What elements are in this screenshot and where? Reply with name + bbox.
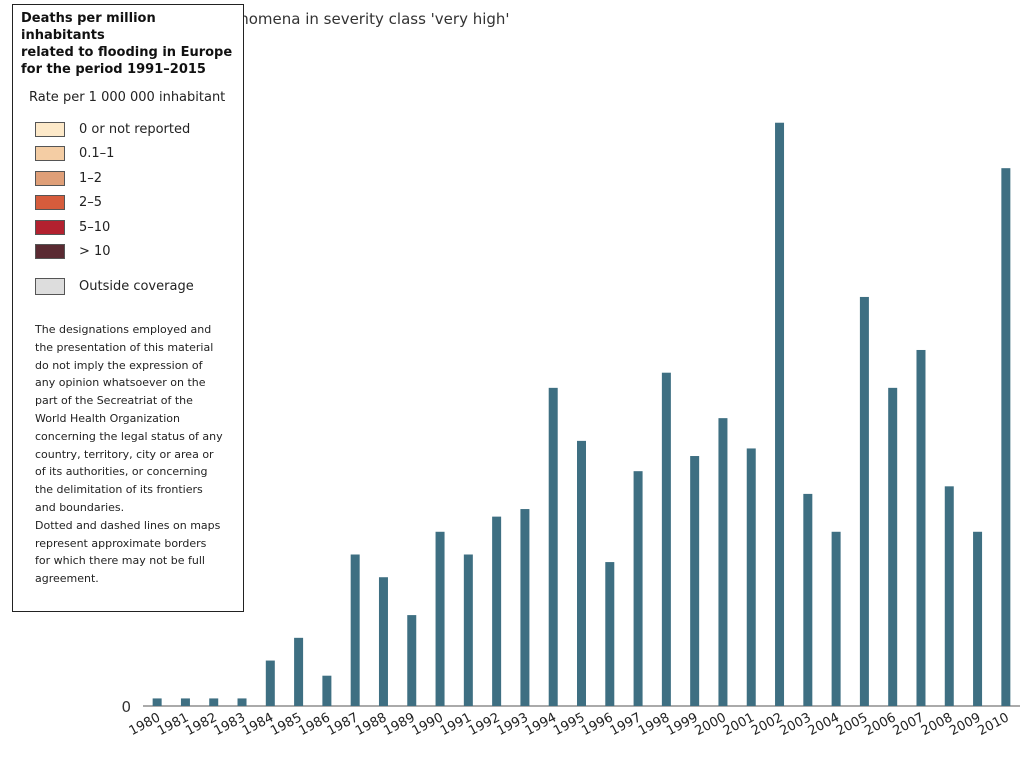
bar [690,456,700,706]
bar [775,122,785,707]
legend-swatch [35,146,65,162]
legend-title: Deaths per million inhabitants related t… [21,11,233,77]
legend-swatch [35,278,65,295]
bar [661,372,671,706]
legend-swatch [35,244,65,260]
bar [322,675,332,706]
bar [520,509,530,706]
legend-label: 1–2 [79,170,103,186]
x-tick-label: 2010 [975,710,1011,739]
bar [209,698,219,706]
bar [746,448,756,706]
bar [378,577,388,706]
bar [463,554,473,706]
y-tick-label: 0 [121,698,131,716]
chart-title: enomena in severity class 'very high' [230,10,510,28]
bar [944,486,954,706]
legend-item: 5–10 [35,215,235,240]
legend-label: 5–10 [79,219,111,235]
legend-outside-coverage: Outside coverage [35,278,235,295]
bar [407,615,417,706]
legend-subtitle: Rate per 1 000 000 inhabitant [29,90,226,105]
bar [859,296,869,706]
bar [605,562,615,706]
legend-swatch [35,195,65,211]
legend-item: 2–5 [35,191,235,216]
legend-label: 2–5 [79,195,103,211]
bar [492,516,502,706]
legend-items: 0 or not reported 0.1–1 1–2 2–5 5–10 > 1… [35,117,235,264]
legend-label: 0 or not reported [79,121,191,137]
bar [973,531,983,706]
bar [1001,168,1011,707]
bar [548,387,558,706]
legend-swatch [35,121,65,137]
bar [180,698,190,706]
legend-label: > 10 [79,244,111,260]
legend-swatch [35,170,65,186]
bar [916,349,926,706]
bar [237,698,247,706]
bar [350,554,360,706]
map-legend-panel: Deaths per million inhabitants related t… [12,4,244,612]
legend-item: 0.1–1 [35,142,235,167]
legend-label: Outside coverage [79,279,194,294]
legend-item: 1–2 [35,166,235,191]
bar [577,440,586,706]
legend-item: 0 or not reported [35,117,235,142]
bar [294,637,304,706]
bar [435,531,445,706]
bar [718,418,728,706]
bar [831,531,841,706]
legend-swatch [35,219,65,235]
bar [633,471,643,706]
bar [888,387,898,706]
legend-item: > 10 [35,240,235,265]
legend-disclaimer: The designations employed and the presen… [35,323,223,586]
bar [265,660,275,706]
legend-label: 0.1–1 [79,146,115,162]
bar [152,698,162,706]
bar [803,493,813,706]
